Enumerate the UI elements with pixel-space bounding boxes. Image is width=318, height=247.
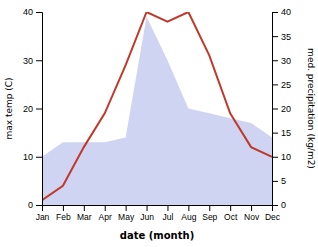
y2-tick: 5 xyxy=(272,176,286,186)
x-tick-mark xyxy=(84,205,85,211)
y-tick-label: 40 xyxy=(23,7,33,17)
y2-tick-mark xyxy=(272,36,278,37)
x-tick-mark xyxy=(251,205,252,211)
y2-axis-line xyxy=(273,13,279,206)
y-tick-mark xyxy=(36,157,42,158)
x-tick-mark xyxy=(126,205,127,211)
x-tick-mark xyxy=(63,205,64,211)
x-tick-label: Mar xyxy=(77,212,92,222)
y2-tick: 35 xyxy=(272,32,291,42)
x-tick-label: Jul xyxy=(163,212,174,222)
y-tick-mark xyxy=(36,12,42,13)
y2-tick: 10 xyxy=(272,152,291,162)
y2-tick-label: 20 xyxy=(281,104,291,114)
y2-tick-label: 30 xyxy=(281,56,291,66)
y2-tick-mark xyxy=(272,133,278,134)
x-tick: Sep xyxy=(202,205,217,222)
y-tick-mark xyxy=(36,205,42,206)
x-tick-label: Jan xyxy=(36,212,50,222)
x-tick: Aug xyxy=(181,205,196,222)
x-tick-label: Jun xyxy=(140,212,154,222)
x-tick-label: Nov xyxy=(244,212,260,222)
y2-tick-label: 5 xyxy=(281,176,286,186)
y2-tick-mark xyxy=(272,109,278,110)
y2-tick: 40 xyxy=(272,7,291,17)
x-tick-label: Apr xyxy=(99,212,112,222)
y2-tick-label: 40 xyxy=(281,7,291,17)
y-tick-label: 0 xyxy=(28,200,33,210)
y2-tick-label: 0 xyxy=(281,200,286,210)
marks xyxy=(42,12,272,205)
y-tick: 20 xyxy=(23,104,42,114)
y2-tick-mark xyxy=(272,60,278,61)
x-tick-label: Feb xyxy=(56,212,71,222)
x-tick: May xyxy=(118,205,135,222)
x-tick-mark xyxy=(188,205,189,211)
y2-tick-mark xyxy=(272,84,278,85)
y2-tick: 0 xyxy=(272,200,286,210)
x-tick: Apr xyxy=(99,205,112,222)
area xyxy=(42,17,272,205)
x-tick-label: Dec xyxy=(265,212,281,222)
y-axis-title: max temp (C) xyxy=(4,77,14,139)
y-tick-mark xyxy=(36,109,42,110)
x-tick-label: Aug xyxy=(181,212,196,222)
y-tick-label: 10 xyxy=(23,152,33,162)
y2-tick: 30 xyxy=(272,56,291,66)
x-tick-mark xyxy=(209,205,210,211)
x-tick-label: Sep xyxy=(202,212,217,222)
y2-tick-mark xyxy=(272,157,278,158)
y2-tick-mark xyxy=(272,205,278,206)
x-tick: Jan xyxy=(36,205,50,222)
y-tick-label: 20 xyxy=(23,104,33,114)
y-tick: 10 xyxy=(23,152,42,162)
x-axis-line xyxy=(43,206,273,212)
x-axis: Jan Feb Mar Apr May Jun Jul Aug Sep Oct Nov Dec xyxy=(36,205,281,222)
x-tick: Feb xyxy=(56,205,71,222)
y-tick-label: 30 xyxy=(23,56,33,66)
y2-axis: 0 5 10 15 20 25 30 35 40 xyxy=(272,7,291,210)
x-tick: Jun xyxy=(140,205,154,222)
x-tick-mark xyxy=(167,205,168,211)
y-tick-mark xyxy=(36,60,42,61)
y-axis-line xyxy=(36,13,43,206)
y2-tick: 20 xyxy=(272,104,291,114)
x-axis-title: date (month) xyxy=(120,230,194,241)
y2-tick-label: 15 xyxy=(281,128,291,138)
y2-tick-mark xyxy=(272,181,278,182)
x-tick-mark xyxy=(230,205,231,211)
y2-tick-label: 35 xyxy=(281,32,291,42)
x-tick-mark xyxy=(105,205,106,211)
line xyxy=(42,12,272,200)
x-tick-label: May xyxy=(118,212,135,222)
x-tick: Mar xyxy=(77,205,92,222)
plot: JanFebMarAprMayJunJulAugSepOctNovDec0102… xyxy=(4,7,316,241)
y2-tick: 25 xyxy=(272,80,291,90)
y2-tick-label: 25 xyxy=(281,80,291,90)
x-tick-mark xyxy=(147,205,148,211)
y2-tick: 15 xyxy=(272,128,291,138)
x-tick-label: Oct xyxy=(224,212,238,222)
x-tick: Nov xyxy=(244,205,260,222)
y-axis: 0 10 20 30 40 xyxy=(23,7,43,210)
y2-tick-mark xyxy=(272,12,278,13)
x-tick: Dec xyxy=(265,205,281,222)
y-tick: 40 xyxy=(23,7,42,17)
chart: JanFebMarAprMayJunJulAugSepOctNovDec0102… xyxy=(0,0,318,247)
x-tick: Jul xyxy=(163,205,174,222)
y-tick: 0 xyxy=(28,200,42,210)
y-tick: 30 xyxy=(23,56,42,66)
y2-axis-title: med. precipitation (kg/m2) xyxy=(306,48,316,169)
x-tick: Oct xyxy=(224,205,238,222)
y2-tick-label: 10 xyxy=(281,152,291,162)
